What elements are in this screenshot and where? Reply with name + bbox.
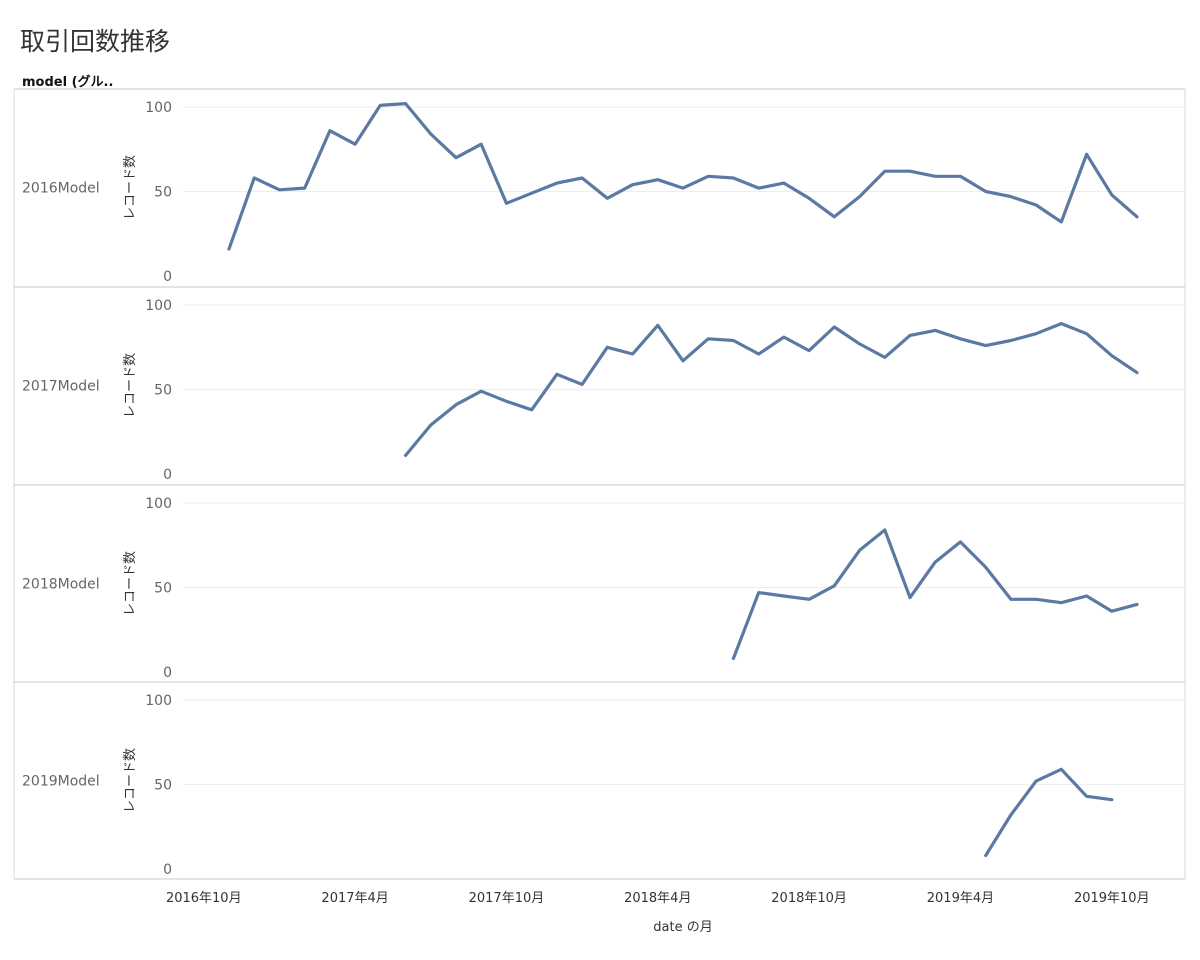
y-tick-label: 100 [145, 298, 172, 314]
row-label: 2016Model [22, 181, 100, 197]
series-line-2017Model [404, 322, 1139, 457]
series-line-2018Model [731, 528, 1139, 661]
x-tick-label: 2018年10月 [771, 891, 847, 906]
y-tick-label: 50 [154, 581, 172, 597]
row-label: 2017Model [22, 379, 100, 395]
y-axis-label: レコード数 [123, 155, 138, 220]
y-tick-label: 0 [163, 665, 172, 681]
row-label: 2018Model [22, 577, 100, 593]
y-axis-label: レコード数 [123, 353, 138, 418]
x-tick-label: 2019年10月 [1074, 891, 1150, 906]
y-tick-label: 0 [163, 269, 172, 285]
page-title: 取引回数推移 [20, 27, 171, 56]
row-header-label: model (グル.. [22, 75, 114, 90]
x-axis-title: date の月 [653, 920, 712, 935]
y-axis-label: レコード数 [123, 551, 138, 616]
y-tick-label: 50 [154, 185, 172, 201]
y-tick-label: 100 [145, 496, 172, 512]
y-tick-label: 100 [145, 100, 172, 116]
x-tick-label: 2019年4月 [927, 891, 994, 906]
y-tick-label: 0 [163, 862, 172, 878]
series-line-2019Model [984, 767, 1114, 858]
y-tick-label: 50 [154, 383, 172, 399]
y-tick-label: 50 [154, 778, 172, 794]
series-line-2016Model [227, 101, 1139, 251]
x-tick-label: 2017年10月 [469, 891, 545, 906]
y-axis-label: レコード数 [123, 748, 138, 813]
x-tick-label: 2018年4月 [624, 891, 691, 906]
y-tick-label: 100 [145, 693, 172, 709]
y-tick-label: 0 [163, 467, 172, 483]
row-label: 2019Model [22, 774, 100, 790]
x-tick-label: 2017年4月 [321, 891, 388, 906]
x-tick-label: 2016年10月 [166, 891, 242, 906]
